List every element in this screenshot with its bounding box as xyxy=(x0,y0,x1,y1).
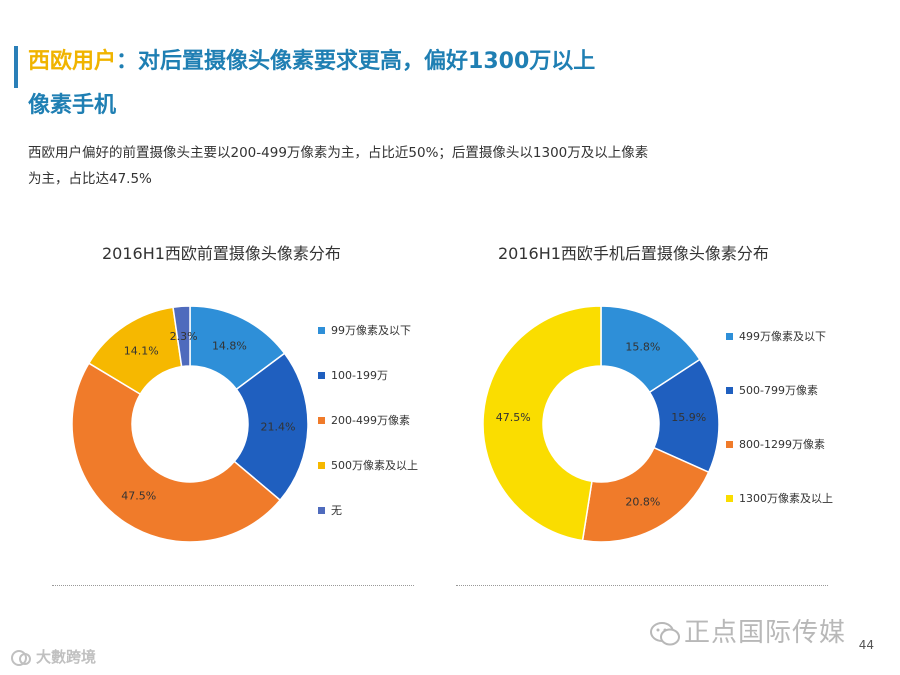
front-slice-4 xyxy=(172,305,191,368)
right-divider xyxy=(456,585,828,586)
rear-legend-item: 499万像素及以下 xyxy=(726,328,826,344)
front-camera-chart-title: 2016H1西欧前置摄像头像素分布 xyxy=(102,244,341,263)
front-slice-label-4: 2.3% xyxy=(170,330,198,343)
watermark-brand: 正点国际传媒 xyxy=(650,612,846,649)
rear-legend-item: 500-799万像素 xyxy=(726,382,818,398)
rear-legend-label: 1300万像素及以上 xyxy=(739,492,833,505)
front-legend-label: 500万像素及以上 xyxy=(331,459,418,472)
front-legend-item: 200-499万像素 xyxy=(318,412,410,428)
rear-legend-swatch xyxy=(726,386,733,394)
front-legend-item: 99万像素及以下 xyxy=(318,322,411,338)
front-legend-item: 500万像素及以上 xyxy=(318,457,418,473)
rear-legend-label: 500-799万像素 xyxy=(739,384,818,397)
front-legend-swatch xyxy=(318,326,325,334)
front-legend-swatch xyxy=(318,416,325,424)
rear-slice-label-2: 20.8% xyxy=(625,495,660,508)
rear-legend-swatch xyxy=(726,332,733,340)
rear-legend-swatch xyxy=(726,494,733,502)
description-line2: 为主，占比达47.5% xyxy=(28,171,152,187)
title-rest: ：对后置摄像头像素要求更高，偏好1300万以上 xyxy=(116,49,596,74)
page-number: 44 xyxy=(858,638,874,652)
chat-bubble-icon xyxy=(11,649,31,666)
title-accent-bar xyxy=(14,46,18,88)
rear-camera-chart-title: 2016H1西欧手机后置摄像头像素分布 xyxy=(498,244,769,263)
front-legend-label: 200-499万像素 xyxy=(331,414,410,427)
rear-slice-label-1: 15.9% xyxy=(671,411,706,424)
front-slice-label-3: 14.1% xyxy=(124,345,159,358)
rear-legend-label: 800-1299万像素 xyxy=(739,438,825,451)
front-legend-label: 无 xyxy=(331,504,342,517)
rear-legend-item: 1300万像素及以上 xyxy=(726,490,833,506)
rear-slice-2 xyxy=(581,446,710,543)
description-line1: 西欧用户偏好的前置摄像头主要以200-499万像素为主，占比近50%；后置摄像头… xyxy=(28,145,649,161)
left-divider xyxy=(52,585,414,586)
front-legend-item: 无 xyxy=(318,502,342,518)
watermark-corner-text: 大數跨境 xyxy=(36,648,97,666)
front-camera-donut-chart: 14.8% 21.4% 47.5% 14.1% 2.3% 15.8% 15.9% 20.8% 4… xyxy=(71,305,720,543)
slide-description: 西欧用户偏好的前置摄像头主要以200-499万像素为主，占比近50%；后置摄像头… xyxy=(28,140,728,192)
front-legend-label: 99万像素及以下 xyxy=(331,324,411,337)
front-legend-swatch xyxy=(318,506,325,514)
rear-legend-swatch xyxy=(726,440,733,448)
front-legend-swatch xyxy=(318,461,325,469)
title-line2: 像素手机 xyxy=(28,93,117,118)
title-highlight: 西欧用户 xyxy=(28,49,117,74)
watermark-corner: 大數跨境 xyxy=(10,646,96,667)
wechat-icon xyxy=(650,621,680,645)
rear-slice-label-0: 15.8% xyxy=(625,341,660,354)
front-slice-label-0: 14.8% xyxy=(212,339,247,352)
slide-title: 西欧用户：对后置摄像头像素要求更高，偏好1300万以上 像素手机 xyxy=(28,40,788,128)
front-legend-swatch xyxy=(318,371,325,379)
front-slice-label-1: 21.4% xyxy=(260,421,295,434)
rear-legend-item: 800-1299万像素 xyxy=(726,436,825,452)
front-legend-label: 100-199万 xyxy=(331,369,388,382)
front-slice-1 xyxy=(233,352,309,502)
front-slice-2 xyxy=(71,362,282,543)
rear-legend-label: 499万像素及以下 xyxy=(739,330,826,343)
rear-slice-3 xyxy=(482,305,602,542)
front-legend-item: 100-199万 xyxy=(318,367,388,383)
front-slice-label-2: 47.5% xyxy=(121,490,156,503)
rear-slice-label-3: 47.5% xyxy=(496,411,531,424)
watermark-brand-text: 正点国际传媒 xyxy=(684,618,847,648)
